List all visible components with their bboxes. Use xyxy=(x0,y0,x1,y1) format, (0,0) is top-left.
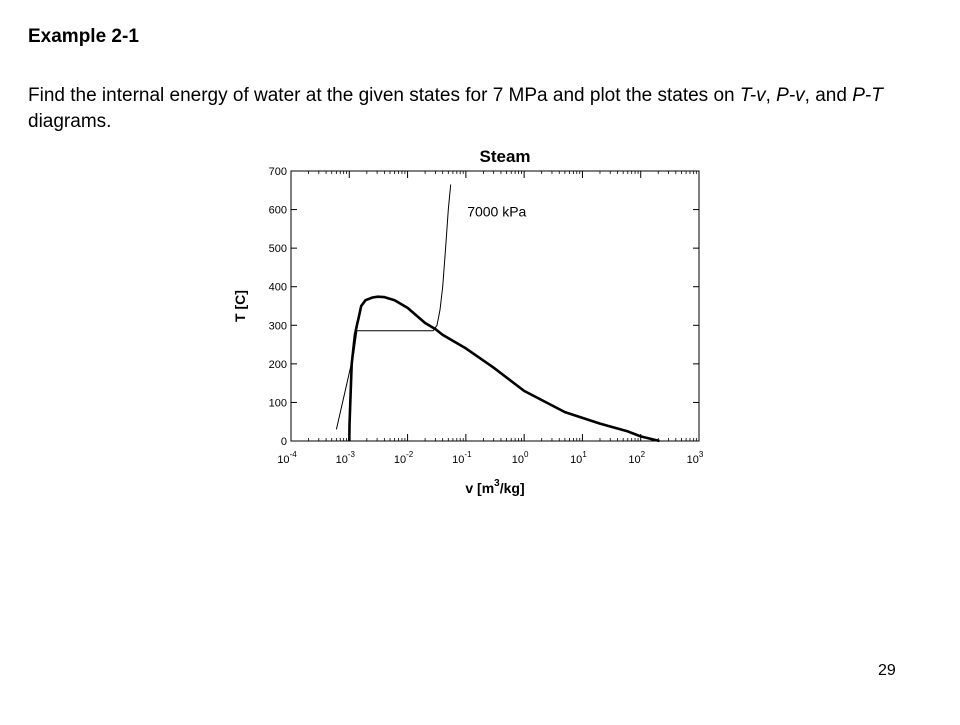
slide-heading: Example 2-1 xyxy=(28,26,139,47)
y-axis-label: T [C] xyxy=(232,290,248,322)
x-tick-label: 100 xyxy=(512,450,529,466)
x-tick-base: 10 xyxy=(452,454,464,466)
problem-separator: , and xyxy=(804,85,853,106)
y-tick-label: 0 xyxy=(281,436,287,448)
x-tick-exponent: 0 xyxy=(524,450,529,459)
x-tick-exponent: 2 xyxy=(641,450,646,459)
x-tick-exponent: 1 xyxy=(582,450,587,459)
x-axis-label-part: v [m xyxy=(465,480,494,496)
y-tick-label: 400 xyxy=(269,282,287,294)
y-tick-label: 100 xyxy=(269,397,287,409)
x-tick-base: 10 xyxy=(687,454,699,466)
x-tick-label: 101 xyxy=(570,450,587,466)
x-tick-exponent: 3 xyxy=(699,450,704,459)
x-tick-exponent: -1 xyxy=(464,450,472,459)
x-tick-label: 103 xyxy=(687,450,704,466)
y-tick-label: 300 xyxy=(269,320,287,332)
y-tick-label: 600 xyxy=(269,205,287,217)
x-tick-base: 10 xyxy=(512,454,524,466)
x-tick-base: 10 xyxy=(394,454,406,466)
problem-statement: Find the internal energy of water at the… xyxy=(28,83,933,135)
page-number: 29 xyxy=(878,662,896,679)
problem-separator: , xyxy=(765,85,777,106)
x-tick-label: 10-2 xyxy=(394,450,414,466)
x-axis-label-exponent: 3 xyxy=(494,478,500,489)
x-tick-exponent: -3 xyxy=(348,450,356,459)
chart-title: Steam xyxy=(479,147,530,166)
problem-text: Find the internal energy of water at the… xyxy=(28,85,740,106)
problem-ending: diagrams. xyxy=(28,111,112,132)
plot-frame xyxy=(290,170,700,442)
y-tick-label: 700 xyxy=(269,166,287,178)
isobar-annotation: 7000 kPa xyxy=(467,204,526,220)
x-tick-exponent: -2 xyxy=(406,450,414,459)
x-tick-base: 10 xyxy=(628,454,640,466)
y-tick-label: 200 xyxy=(269,359,287,371)
x-tick-label: 10-3 xyxy=(336,450,356,466)
y-tick-label: 500 xyxy=(269,243,287,255)
x-tick-label: 10-1 xyxy=(452,450,472,466)
x-axis-label: v [m3/kg] xyxy=(465,478,524,496)
x-tick-base: 10 xyxy=(570,454,582,466)
x-tick-base: 10 xyxy=(277,454,289,466)
x-tick-label: 10-4 xyxy=(277,450,297,466)
x-tick-exponent: -4 xyxy=(290,450,298,459)
diagram-name-pv: P-v xyxy=(776,85,805,106)
diagram-name-tv: T-v xyxy=(739,85,766,106)
isobar-line xyxy=(335,184,452,430)
x-axis-label-part: /kg] xyxy=(500,480,525,496)
diagram-name-pt: P-T xyxy=(852,85,883,106)
x-tick-label: 102 xyxy=(628,450,645,466)
saturation-dome-line xyxy=(348,295,660,443)
x-tick-base: 10 xyxy=(336,454,348,466)
